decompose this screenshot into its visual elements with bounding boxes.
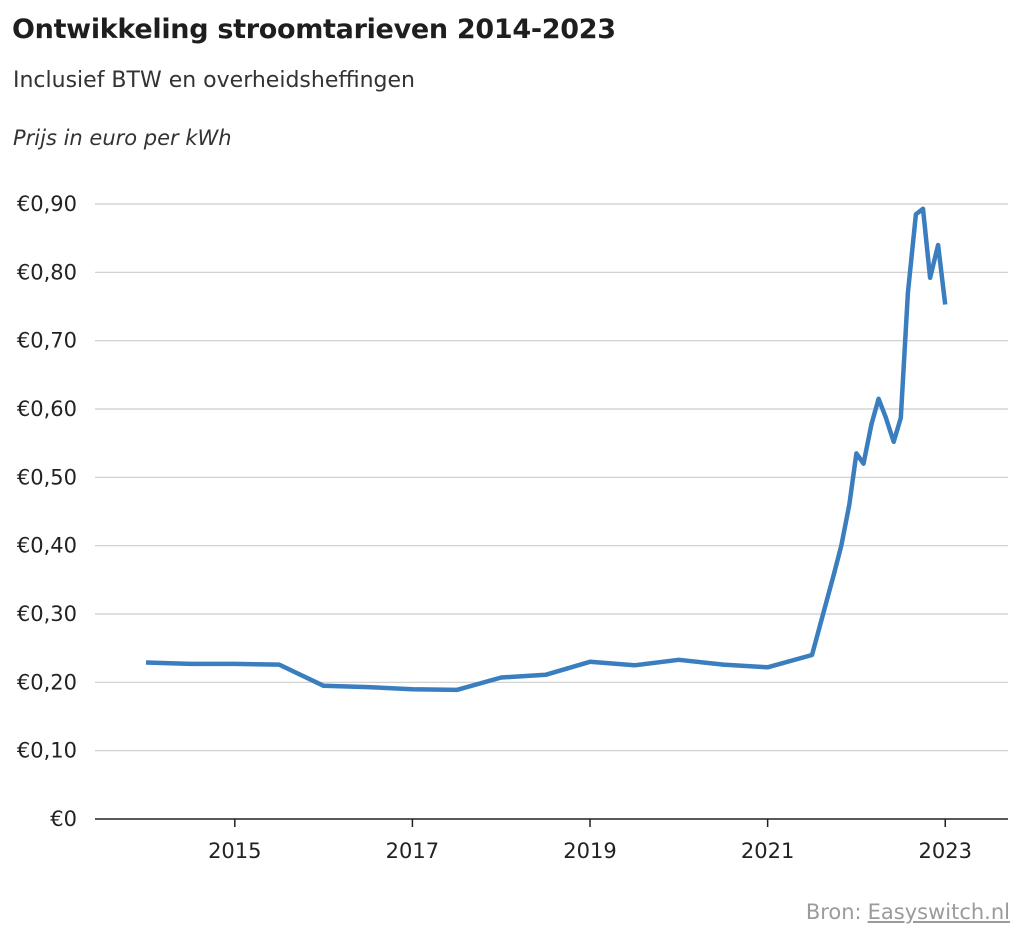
y-axis-unit-label: Prijs in euro per kWh [13, 126, 232, 150]
source-label: Bron: [805, 900, 862, 924]
y-axis-ticks: €0 €0,10 €0,20 €0,30 €0,40 €0,50 €0,60 €0,70 €0,… [17, 192, 77, 831]
series-line [145, 206, 948, 693]
source-note: Bron: Easyswitch.nl [806, 900, 1010, 924]
y-tick-label: €0,50 [17, 465, 77, 489]
y-tick-label: €0,20 [17, 670, 77, 694]
y-tick-label: €0,90 [17, 192, 77, 216]
y-tick-label: €0,80 [17, 260, 77, 284]
x-axis-ticks: 2015 2017 2019 2021 2023 [208, 819, 972, 863]
chart-subtitle: Inclusief BTW en overheidsheffingen [13, 68, 416, 93]
series-group [145, 206, 948, 693]
x-tick-label: 2017 [386, 839, 439, 863]
line-chart: €0 €0,10 €0,20 €0,30 €0,40 €0,50 €0,60 €0,70 €0,… [17, 192, 1008, 863]
source-link[interactable]: Easyswitch.nl [867, 900, 1010, 924]
y-tick-label: €0,40 [17, 534, 77, 558]
y-tick-label: €0,10 [17, 739, 77, 763]
y-tick-label: €0 [50, 807, 77, 831]
x-tick-label: 2015 [208, 839, 261, 863]
chart-title: Ontwikkeling stroomtarieven 2014-2023 [12, 14, 616, 45]
y-tick-label: €0,70 [17, 329, 77, 353]
x-tick-label: 2019 [563, 839, 616, 863]
x-tick-label: 2023 [919, 839, 972, 863]
y-tick-label: €0,30 [17, 602, 77, 626]
gridlines [95, 203, 1008, 752]
x-tick-label: 2021 [741, 839, 794, 863]
y-tick-label: €0,60 [17, 397, 77, 421]
